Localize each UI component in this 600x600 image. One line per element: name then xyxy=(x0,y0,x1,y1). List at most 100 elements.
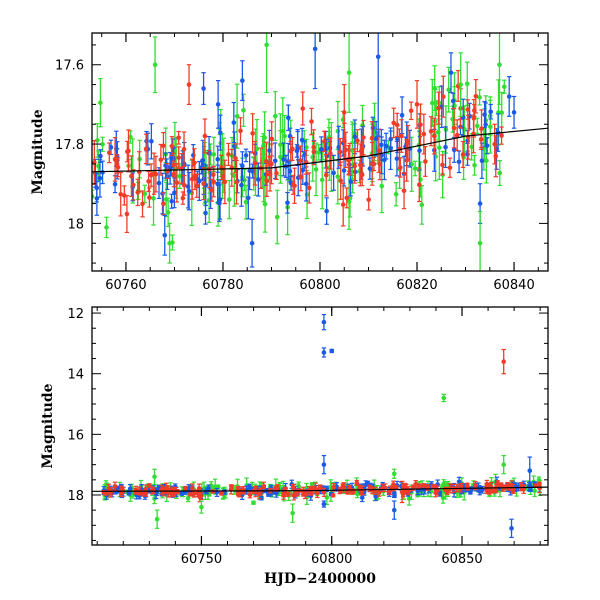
data-point-green xyxy=(264,33,269,94)
data-point-red xyxy=(355,129,360,153)
data-point-red xyxy=(124,195,130,234)
data-point-red xyxy=(140,190,145,218)
outlier-point-red xyxy=(399,480,405,504)
data-point-green xyxy=(274,189,280,245)
data-point-blue xyxy=(217,114,223,151)
data-point-red xyxy=(261,484,267,490)
data-point-green xyxy=(472,154,477,176)
y-axis-title: Magnitude xyxy=(30,109,46,194)
x-tick-label: 60750 xyxy=(181,552,222,567)
data-point-red xyxy=(341,83,347,141)
outlier-point-blue xyxy=(321,313,327,331)
y-tick-label: 17.6 xyxy=(55,59,84,74)
data-point-blue xyxy=(215,79,221,129)
data-point-red xyxy=(369,141,375,186)
data-point-green xyxy=(95,123,100,158)
data-point-red xyxy=(414,79,420,129)
outlier-point-green xyxy=(501,454,507,475)
data-point-red xyxy=(344,187,350,209)
data-point-blue xyxy=(331,154,336,191)
data-point-red xyxy=(460,140,466,169)
data-point-blue xyxy=(94,180,100,216)
data-point-red xyxy=(306,172,312,204)
data-point-blue xyxy=(162,214,168,256)
x-axis-title: HJD−2400000 xyxy=(264,571,376,587)
outlier-point-blue xyxy=(321,347,327,358)
data-point-red xyxy=(398,157,403,178)
data-point-red xyxy=(421,483,426,488)
data-point-red xyxy=(122,185,127,206)
data-point-blue xyxy=(379,128,384,161)
data-point-red xyxy=(202,118,208,154)
data-point-red xyxy=(226,142,231,166)
data-point-red xyxy=(436,91,441,125)
data-point-blue xyxy=(156,167,162,200)
data-point-red xyxy=(136,151,142,193)
data-point-red xyxy=(112,136,118,182)
data-point-red xyxy=(492,123,497,165)
data-point-blue xyxy=(160,172,165,215)
data-point-green xyxy=(142,184,148,204)
top-panel: 60760 60780 60800 60820 60840 17.6 17.8 18 Magni… xyxy=(30,32,549,293)
data-point-green xyxy=(152,36,158,94)
data-point-red xyxy=(290,174,296,195)
data-point-red xyxy=(399,119,404,153)
data-point-green xyxy=(477,210,483,271)
data-point-red xyxy=(126,129,131,173)
data-point-red xyxy=(413,479,418,489)
data-point-green xyxy=(393,182,399,207)
data-point-green xyxy=(419,185,425,225)
y-tick-label: 12 xyxy=(67,307,84,322)
data-point-red xyxy=(311,140,317,163)
data-point-green xyxy=(98,78,103,128)
data-point-blue xyxy=(286,104,291,132)
x-tick-label: 60840 xyxy=(493,278,534,293)
outlier-point-blue xyxy=(329,348,335,354)
x-tick-label: 60820 xyxy=(396,278,437,293)
data-point-red xyxy=(341,482,347,493)
data-point-red xyxy=(238,117,243,145)
data-point-red xyxy=(300,91,306,126)
x-tick-label: 60760 xyxy=(105,278,146,293)
data-point-blue xyxy=(249,218,255,268)
data-point-red xyxy=(186,64,192,106)
data-point-blue xyxy=(511,95,517,129)
data-point-blue xyxy=(203,201,208,225)
data-point-red xyxy=(328,137,333,170)
data-point-red xyxy=(252,485,258,490)
data-point-red xyxy=(275,484,280,491)
data-point-red xyxy=(181,131,187,168)
data-point-red xyxy=(441,75,446,118)
data-point-red xyxy=(219,490,225,496)
data-point-red xyxy=(401,172,407,210)
data-point-red xyxy=(183,485,188,491)
data-point-blue xyxy=(201,72,206,106)
data-point-blue xyxy=(217,184,222,222)
data-point-red xyxy=(432,117,437,155)
data-point-red xyxy=(454,119,460,152)
data-point-blue xyxy=(488,103,494,120)
data-point-red xyxy=(201,167,206,201)
data-point-red xyxy=(269,143,274,185)
data-point-blue xyxy=(186,171,192,211)
data-point-red xyxy=(443,486,448,492)
data-point-blue xyxy=(448,52,454,94)
data-point-red xyxy=(337,137,343,167)
data-point-green xyxy=(432,65,438,112)
data-point-red xyxy=(252,140,258,186)
data-point-red xyxy=(423,145,428,177)
data-point-blue xyxy=(245,176,251,220)
data-point-red xyxy=(131,169,136,201)
data-point-red xyxy=(101,489,107,495)
y-tick-label: 14 xyxy=(67,368,84,383)
bottom-panel: 60750 60800 60850 12 14 16 18 Magnitude HJD−2400… xyxy=(40,306,549,587)
data-point-red xyxy=(479,109,484,148)
data-point-red xyxy=(465,99,471,120)
data-point-red xyxy=(234,159,239,205)
data-point-green xyxy=(477,89,482,106)
data-point-red xyxy=(169,136,175,157)
data-point-blue xyxy=(484,136,490,155)
y-tick-label: 18 xyxy=(67,489,84,504)
data-point-green xyxy=(167,222,172,264)
data-point-red xyxy=(118,171,124,217)
